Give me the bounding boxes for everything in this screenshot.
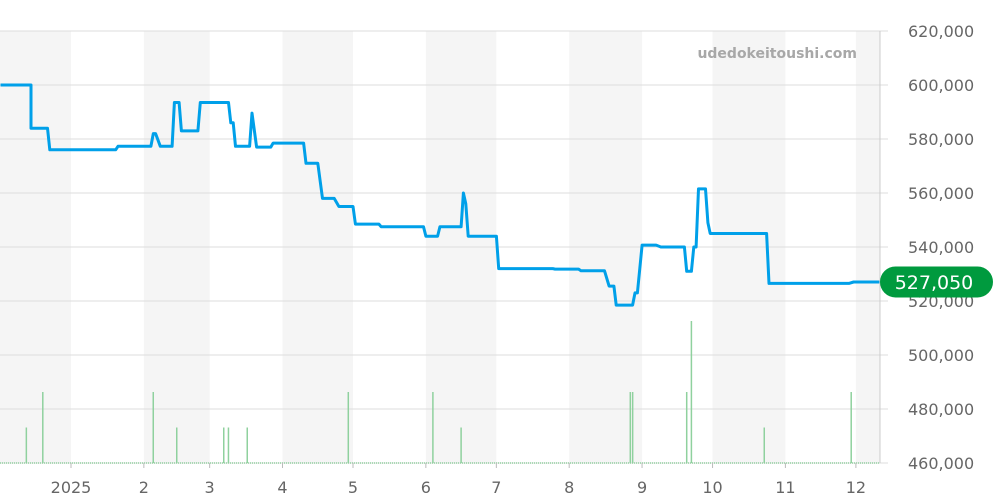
x-tick-label: 6 [421,478,431,497]
price-line [0,83,880,307]
y-tick-label: 580,000 [908,130,974,149]
x-tick-label: 7 [491,478,501,497]
y-tick-label: 500,000 [908,346,974,365]
x-tick-label: 2025 [51,478,92,497]
x-tick-label: 4 [277,478,287,497]
x-tick-label: 9 [637,478,647,497]
y-tick-label: 460,000 [908,454,974,473]
y-tick-label: 540,000 [908,238,974,257]
x-tick-label: 8 [564,478,574,497]
y-tick-label: 620,000 [908,22,974,41]
current-price-badge: 527,050 [880,266,993,298]
current-price-label: 527,050 [895,272,974,294]
x-tick-label: 11 [775,478,795,497]
y-tick-label: 480,000 [908,400,974,419]
x-tick-label: 10 [702,478,722,497]
x-tick-label: 2 [139,478,149,497]
y-tick-label: 600,000 [908,76,974,95]
watermark: udedokeitoushi.com [697,46,857,62]
x-tick-label: 3 [205,478,215,497]
x-tick-label: 12 [846,478,866,497]
x-tick-label: 5 [348,478,358,497]
y-tick-label: 560,000 [908,184,974,203]
